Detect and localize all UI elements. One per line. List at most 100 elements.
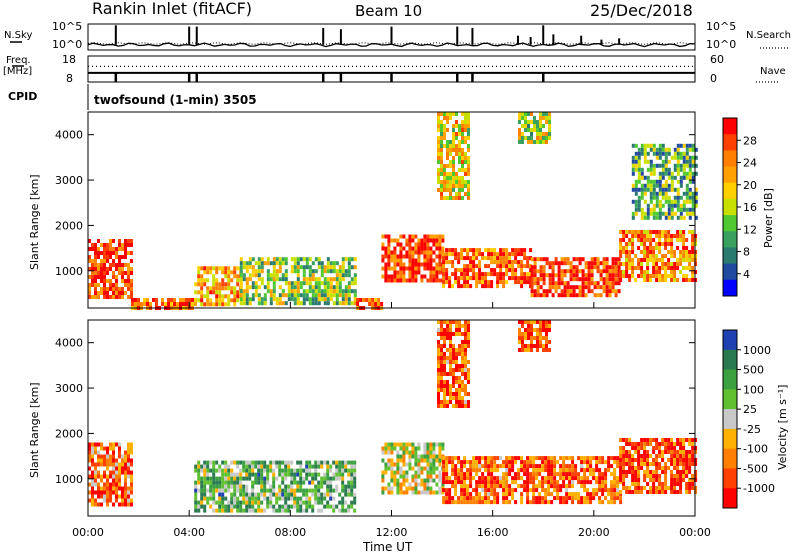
heatmap-cell [440, 172, 443, 176]
heatmap-cell [269, 500, 273, 505]
heatmap-cell [643, 183, 647, 188]
heatmap-cell [658, 462, 662, 466]
heatmap-cell [530, 281, 534, 286]
heatmap-cell [338, 277, 342, 282]
heatmap-cell [106, 478, 109, 483]
heatmap-cell [118, 470, 121, 475]
heatmap-cell [658, 454, 662, 458]
heatmap-cell [577, 476, 581, 481]
heatmap-cell [118, 442, 121, 447]
heatmap-cell [302, 269, 306, 274]
heatmap-cell [233, 500, 237, 505]
heatmap-cell [121, 255, 124, 259]
heatmap-cell [124, 466, 127, 471]
heatmap-cell [458, 376, 461, 380]
heatmap-cell [464, 152, 467, 156]
heatmap-cell [637, 442, 641, 446]
heatmap-cell [688, 254, 692, 258]
heatmap-cell [399, 486, 403, 491]
heatmap-cell [443, 180, 446, 184]
heatmap-cell [452, 164, 455, 168]
heatmap-cell [437, 384, 440, 388]
heatmap-cell [446, 112, 449, 116]
heatmap-cell [587, 265, 591, 270]
heatmap-cell [103, 275, 106, 279]
heatmap-cell [335, 504, 339, 509]
heatmap-cell [429, 466, 433, 471]
heatmap-cell [417, 258, 421, 263]
heatmap-cell [109, 490, 112, 495]
heatmap-cell [88, 498, 91, 503]
heatmap-cell [353, 265, 357, 270]
heatmap-cell [442, 260, 446, 265]
heatmap-cell [566, 269, 570, 274]
heatmap-cell [206, 266, 210, 271]
heatmap-cell [127, 502, 130, 507]
heatmap-cell [685, 211, 689, 216]
heatmap-cell [595, 492, 599, 497]
heatmap-cell [532, 480, 536, 485]
heatmap-cell [524, 112, 527, 116]
heatmap-cell [664, 478, 668, 482]
heatmap-cell [530, 340, 533, 344]
heatmap-cell [88, 247, 91, 251]
heatmap-cell [278, 269, 282, 274]
heatmap-cell [341, 265, 345, 270]
heatmap-cell [121, 287, 124, 291]
heatmap-cell [520, 500, 524, 505]
heatmap-cell [284, 293, 288, 298]
y-tick-label: 3000 [55, 382, 83, 395]
heatmap-cell [607, 464, 611, 469]
heatmap-cell [227, 286, 231, 291]
heatmap-cell [293, 289, 297, 294]
heatmap-cell [221, 460, 225, 465]
heatmap-cell [547, 488, 551, 493]
heatmap-cell [442, 252, 446, 257]
heatmap-cell [469, 464, 473, 469]
heatmap-cell [109, 458, 112, 463]
heatmap-cell [103, 287, 106, 291]
heatmap-cell [182, 302, 185, 306]
heatmap-cell [694, 238, 698, 242]
heatmap-cell [266, 285, 270, 290]
heatmap-cell [583, 500, 587, 505]
heatmap-cell [533, 265, 537, 270]
heatmap-cell [236, 298, 240, 303]
heatmap-cell [281, 468, 285, 473]
heatmap-cell [94, 243, 97, 247]
heatmap-cell [263, 496, 267, 501]
heatmap-cell [487, 284, 491, 289]
freq-left-tick-top: 18 [62, 53, 76, 66]
heatmap-cell [520, 476, 524, 481]
heatmap-cell [106, 474, 109, 479]
heatmap-cell [542, 116, 545, 120]
heatmap-cell [329, 297, 333, 302]
heatmap-cell [631, 163, 635, 168]
heatmap-cell [224, 472, 228, 477]
heatmap-cell [475, 468, 479, 473]
heatmap-cell [505, 280, 509, 285]
heatmap-cell [490, 260, 494, 265]
heatmap-cell [311, 293, 315, 298]
heatmap-cell [260, 508, 264, 513]
heatmap-cell [452, 392, 455, 396]
heatmap-cell [100, 263, 103, 267]
heatmap-cell [437, 136, 440, 140]
heatmap-cell [619, 274, 623, 278]
heatmap-cell [548, 112, 551, 116]
heatmap-cell [452, 348, 455, 352]
heatmap-cell [614, 261, 618, 266]
heatmap-cell [239, 257, 243, 262]
heatmap-cell [121, 295, 124, 299]
heatmap-cell [390, 446, 394, 451]
heatmap-cell [442, 464, 446, 469]
heatmap-cell [152, 298, 155, 302]
heatmap-cell [602, 269, 606, 274]
heatmap-cell [464, 184, 467, 188]
heatmap-cell [290, 297, 294, 302]
heatmap-cell [575, 273, 579, 278]
heatmap-cell [505, 460, 509, 465]
heatmap-cell [673, 454, 677, 458]
heatmap-cell [287, 492, 291, 497]
heatmap-cell [652, 262, 656, 266]
